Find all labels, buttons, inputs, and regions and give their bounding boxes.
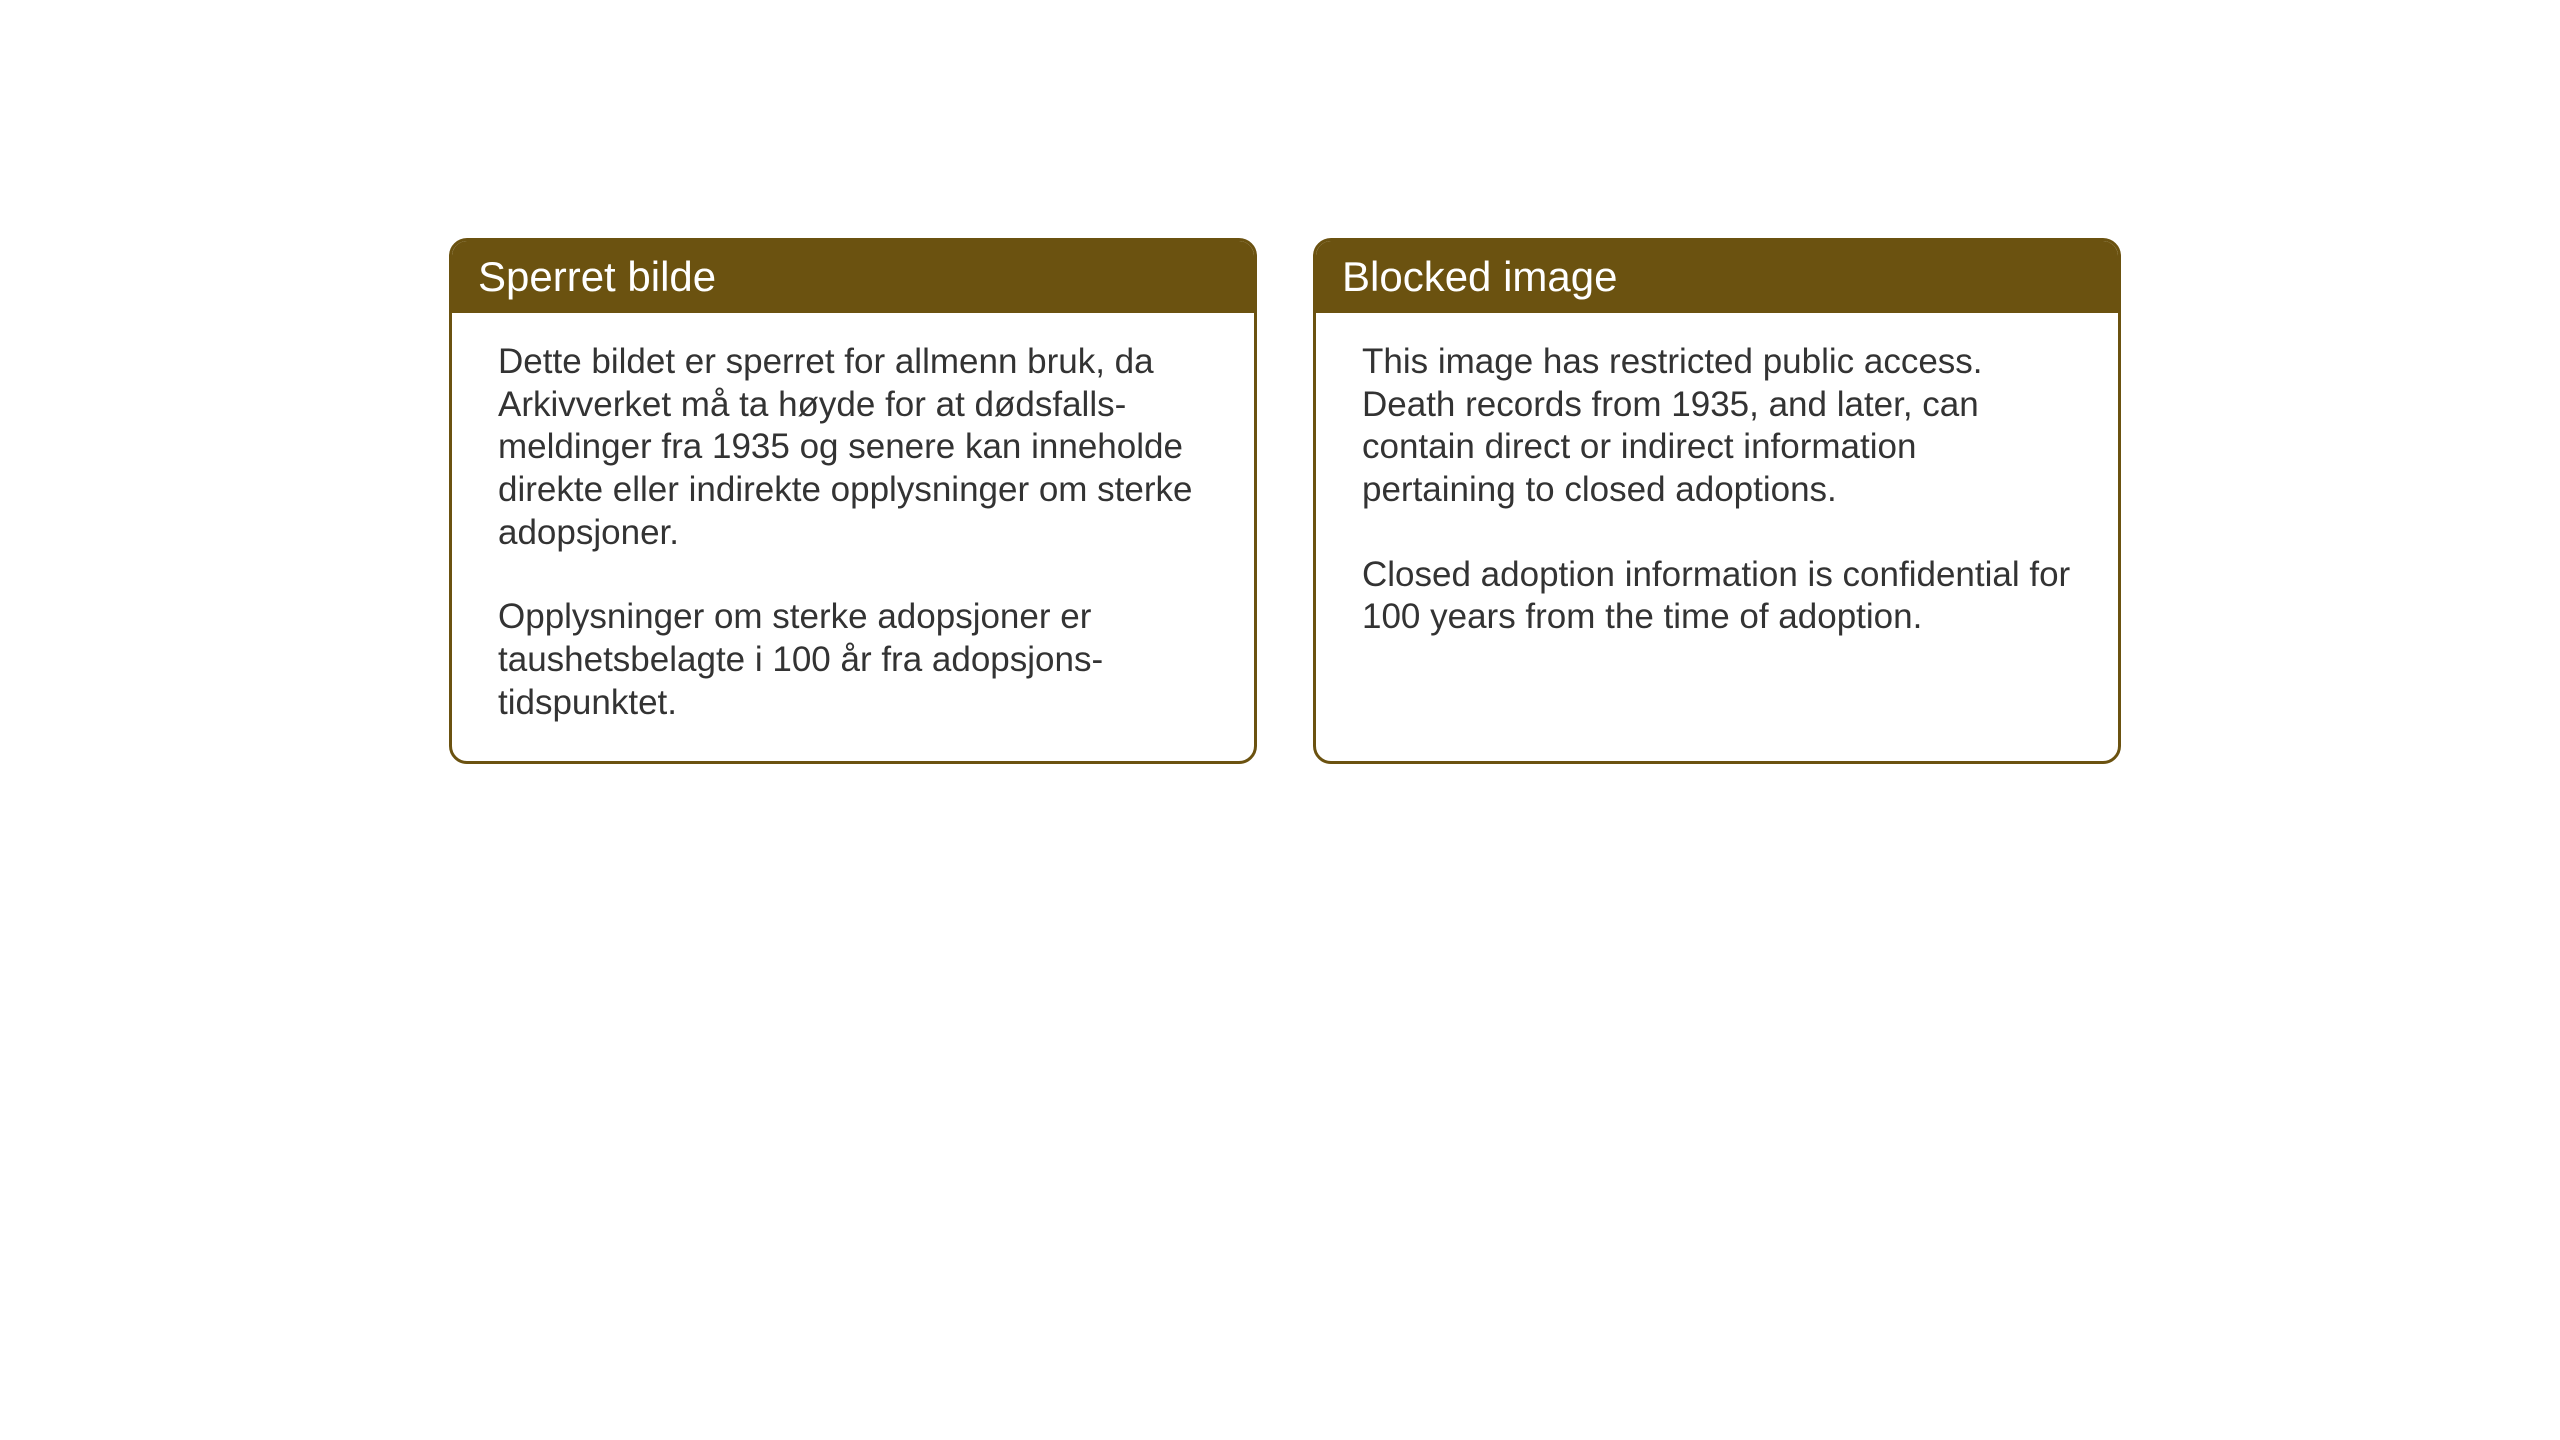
card-norwegian: Sperret bilde Dette bildet er sperret fo… [449,238,1257,764]
card-title-norwegian: Sperret bilde [478,253,716,300]
card-english: Blocked image This image has restricted … [1313,238,2121,764]
card-title-english: Blocked image [1342,253,1617,300]
card-header-english: Blocked image [1316,241,2118,313]
cards-container: Sperret bilde Dette bildet er sperret fo… [449,238,2121,764]
card-header-norwegian: Sperret bilde [452,241,1254,313]
card-body-norwegian: Dette bildet er sperret for allmenn bruk… [452,313,1254,761]
card-body-english: This image has restricted public access.… [1316,313,2118,753]
card-paragraph2-norwegian: Opplysninger om sterke adopsjoner er tau… [498,596,1208,724]
card-paragraph1-norwegian: Dette bildet er sperret for allmenn bruk… [498,341,1208,554]
card-paragraph2-english: Closed adoption information is confident… [1362,554,2072,639]
card-paragraph1-english: This image has restricted public access.… [1362,341,2072,512]
